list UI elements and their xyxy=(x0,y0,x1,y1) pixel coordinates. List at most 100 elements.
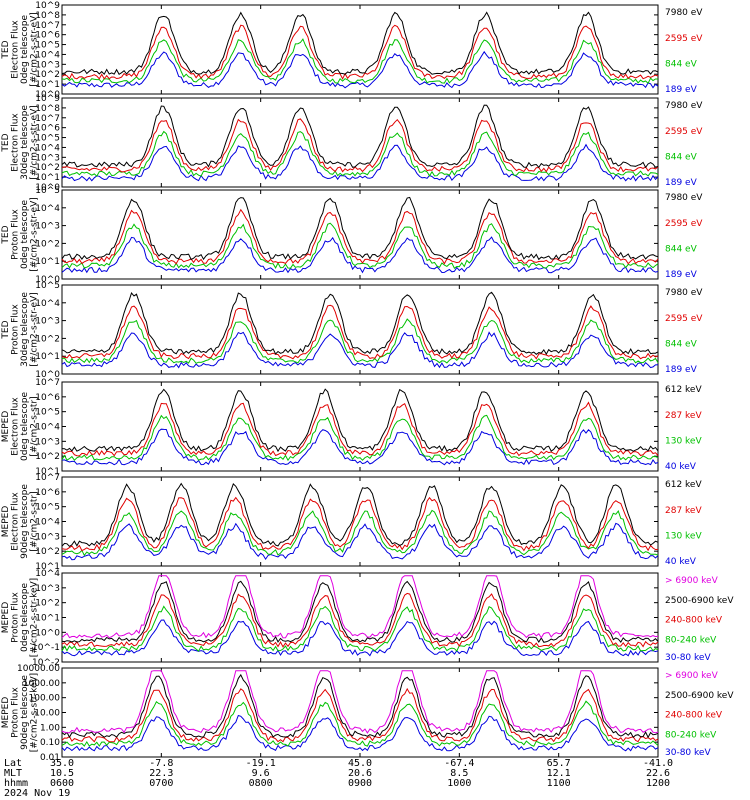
x-axis-value: 45.0 xyxy=(348,758,372,769)
series-line xyxy=(61,196,659,261)
y-tick-label: 0.10 xyxy=(40,738,60,748)
legend-entry: 2595 eV xyxy=(665,34,703,44)
y-tick-label: 10^-2 xyxy=(32,658,60,668)
y-tick-label: 10^2 xyxy=(35,452,60,462)
legend-entry: > 6900 keV xyxy=(665,576,719,586)
series-line xyxy=(61,482,659,548)
legend-entry: 844 eV xyxy=(665,340,698,350)
legend-entry: 2595 eV xyxy=(665,127,703,137)
panel-meped-proton-0: 10^-2 10^-1 10^0 10^1 10^2 10^3 10^4MEPEDProto… xyxy=(1,569,734,668)
y-tick-label: 10^3 xyxy=(35,153,60,163)
x-row-label-mlt: MLT xyxy=(4,768,22,779)
y-tick-label: 10^4 xyxy=(35,204,60,214)
x-axis-value: -41.0 xyxy=(643,758,673,769)
series-line xyxy=(61,24,659,80)
y-tick-label: 10^1 xyxy=(35,614,60,624)
legend-entry: 30-80 keV xyxy=(665,653,711,663)
y-tick-label: 10^5 xyxy=(35,186,60,196)
legend-entry: 130 keV xyxy=(665,532,702,542)
y-tick-label: 10^2 xyxy=(35,239,60,249)
y-tick-label: 10^4 xyxy=(35,569,60,579)
legend-entry: 189 eV xyxy=(665,270,698,280)
legend-entry: 40 keV xyxy=(665,462,697,472)
panel-ylabel: TEDProton Flux0deg telescope[#/cm2-s-str… xyxy=(1,197,40,272)
y-tick-label: 10^5 xyxy=(35,281,60,291)
panel-ted-electron-30: 10^010^110^210^310^410^510^610^710^810^9… xyxy=(1,94,703,193)
x-axis-value: 1100 xyxy=(547,778,571,789)
panel-ylabel: MEPEDProton Flux90deg telescope[#/cm2-s-… xyxy=(1,673,40,752)
x-axis-value: 9.6 xyxy=(252,768,270,779)
x-axis-value: 10.5 xyxy=(50,768,74,779)
series-line xyxy=(61,38,658,85)
x-axis-value: -67.4 xyxy=(444,758,474,769)
y-tick-label: 10^0 xyxy=(35,90,60,100)
series-line xyxy=(61,428,659,466)
panel-meped-proton-90: 0.01 0.10 1.00 10.00 100.00 1000.00 10000.00ME… xyxy=(1,664,734,763)
series-line xyxy=(61,118,659,173)
series-line xyxy=(61,414,659,462)
y-tick-label: 10^3 xyxy=(35,532,60,542)
y-tick-label: 10^3 xyxy=(35,317,60,327)
y-tick-label: 10^2 xyxy=(35,163,60,173)
series-line xyxy=(61,50,659,89)
series-line xyxy=(61,522,659,561)
legend-entry: 287 keV xyxy=(665,411,702,421)
y-tick-label: 10.00 xyxy=(34,709,60,719)
x-axis-table: Lat MLT hhmm 2024 Nov 19 35.0 -7.8 -19.1 45… xyxy=(4,758,673,799)
series-line xyxy=(61,592,659,648)
series-line xyxy=(61,509,659,557)
y-tick-label: 10^6 xyxy=(35,393,60,403)
x-axis-value: 20.6 xyxy=(348,768,372,779)
y-tick-label: 10^7 xyxy=(35,21,60,31)
y-tick-label: 10^4 xyxy=(35,423,60,433)
y-tick-label: 10^2 xyxy=(35,334,60,344)
legend-entry: 130 keV xyxy=(665,437,702,447)
x-axis-value: 1000 xyxy=(447,778,471,789)
series-line xyxy=(61,619,659,657)
x-axis-value: 22.6 xyxy=(646,768,670,779)
y-tick-label: 10^6 xyxy=(35,31,60,41)
legend-entry: 2595 eV xyxy=(665,314,703,324)
series-line xyxy=(61,496,659,552)
series-line xyxy=(61,222,659,269)
y-tick-label: 10^4 xyxy=(35,299,60,309)
y-tick-label: 10^3 xyxy=(35,222,60,232)
y-tick-label: 10^5 xyxy=(35,134,60,144)
legend-entry: 80-240 keV xyxy=(665,635,717,645)
panel-ylabel: MEPEDProton Flux0deg telescope[#/cm2-s-s… xyxy=(1,578,40,657)
legend-entry: 7980 eV xyxy=(665,193,703,203)
series-line xyxy=(61,673,659,739)
y-tick-label: 10^2 xyxy=(35,547,60,557)
legend-entry: 612 keV xyxy=(665,480,702,490)
x-axis-value: 0800 xyxy=(249,778,273,789)
x-row-label-lat: Lat xyxy=(4,758,22,769)
y-tick-label: 10^8 xyxy=(35,104,60,114)
series-line xyxy=(61,130,659,177)
series-line xyxy=(61,575,659,639)
legend-entry: 7980 eV xyxy=(665,288,703,298)
y-tick-label: 10^6 xyxy=(35,124,60,134)
legend-entry: 240-800 keV xyxy=(665,616,723,626)
legend-entry: 7980 eV xyxy=(665,101,703,111)
series-line xyxy=(61,11,659,76)
legend-entry: 844 eV xyxy=(665,153,698,163)
x-axis-value: 65.7 xyxy=(547,758,571,769)
series-line xyxy=(61,318,659,364)
series-line xyxy=(61,143,659,182)
y-tick-label: 10^6 xyxy=(35,488,60,498)
series-line xyxy=(61,687,659,743)
series-line xyxy=(61,580,659,643)
y-tick-label: 10^8 xyxy=(35,11,60,21)
panel-meped-electron-90: 10^1 10^2 10^3 10^4 10^5 10^6 10^7MEPEDElectro… xyxy=(1,473,702,572)
y-tick-label: 0.01 xyxy=(40,753,60,763)
y-tick-label: 10^3 xyxy=(35,437,60,447)
legend-entry: 2500-6900 keV xyxy=(665,596,734,606)
legend-entry: 40 keV xyxy=(665,557,697,567)
x-axis-value: 35.0 xyxy=(50,758,74,769)
y-tick-label: 10000.00 xyxy=(17,664,60,674)
series-line xyxy=(61,388,659,453)
panel-frame xyxy=(61,189,659,280)
